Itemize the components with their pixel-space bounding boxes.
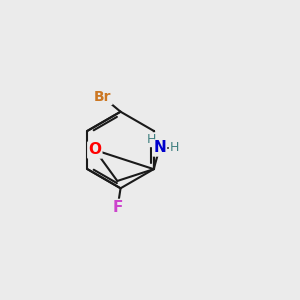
Text: N: N	[153, 140, 166, 155]
Text: H: H	[147, 133, 156, 146]
Text: O: O	[88, 142, 101, 158]
Text: H: H	[170, 141, 180, 154]
Text: Br: Br	[94, 90, 112, 104]
Text: F: F	[112, 200, 123, 215]
